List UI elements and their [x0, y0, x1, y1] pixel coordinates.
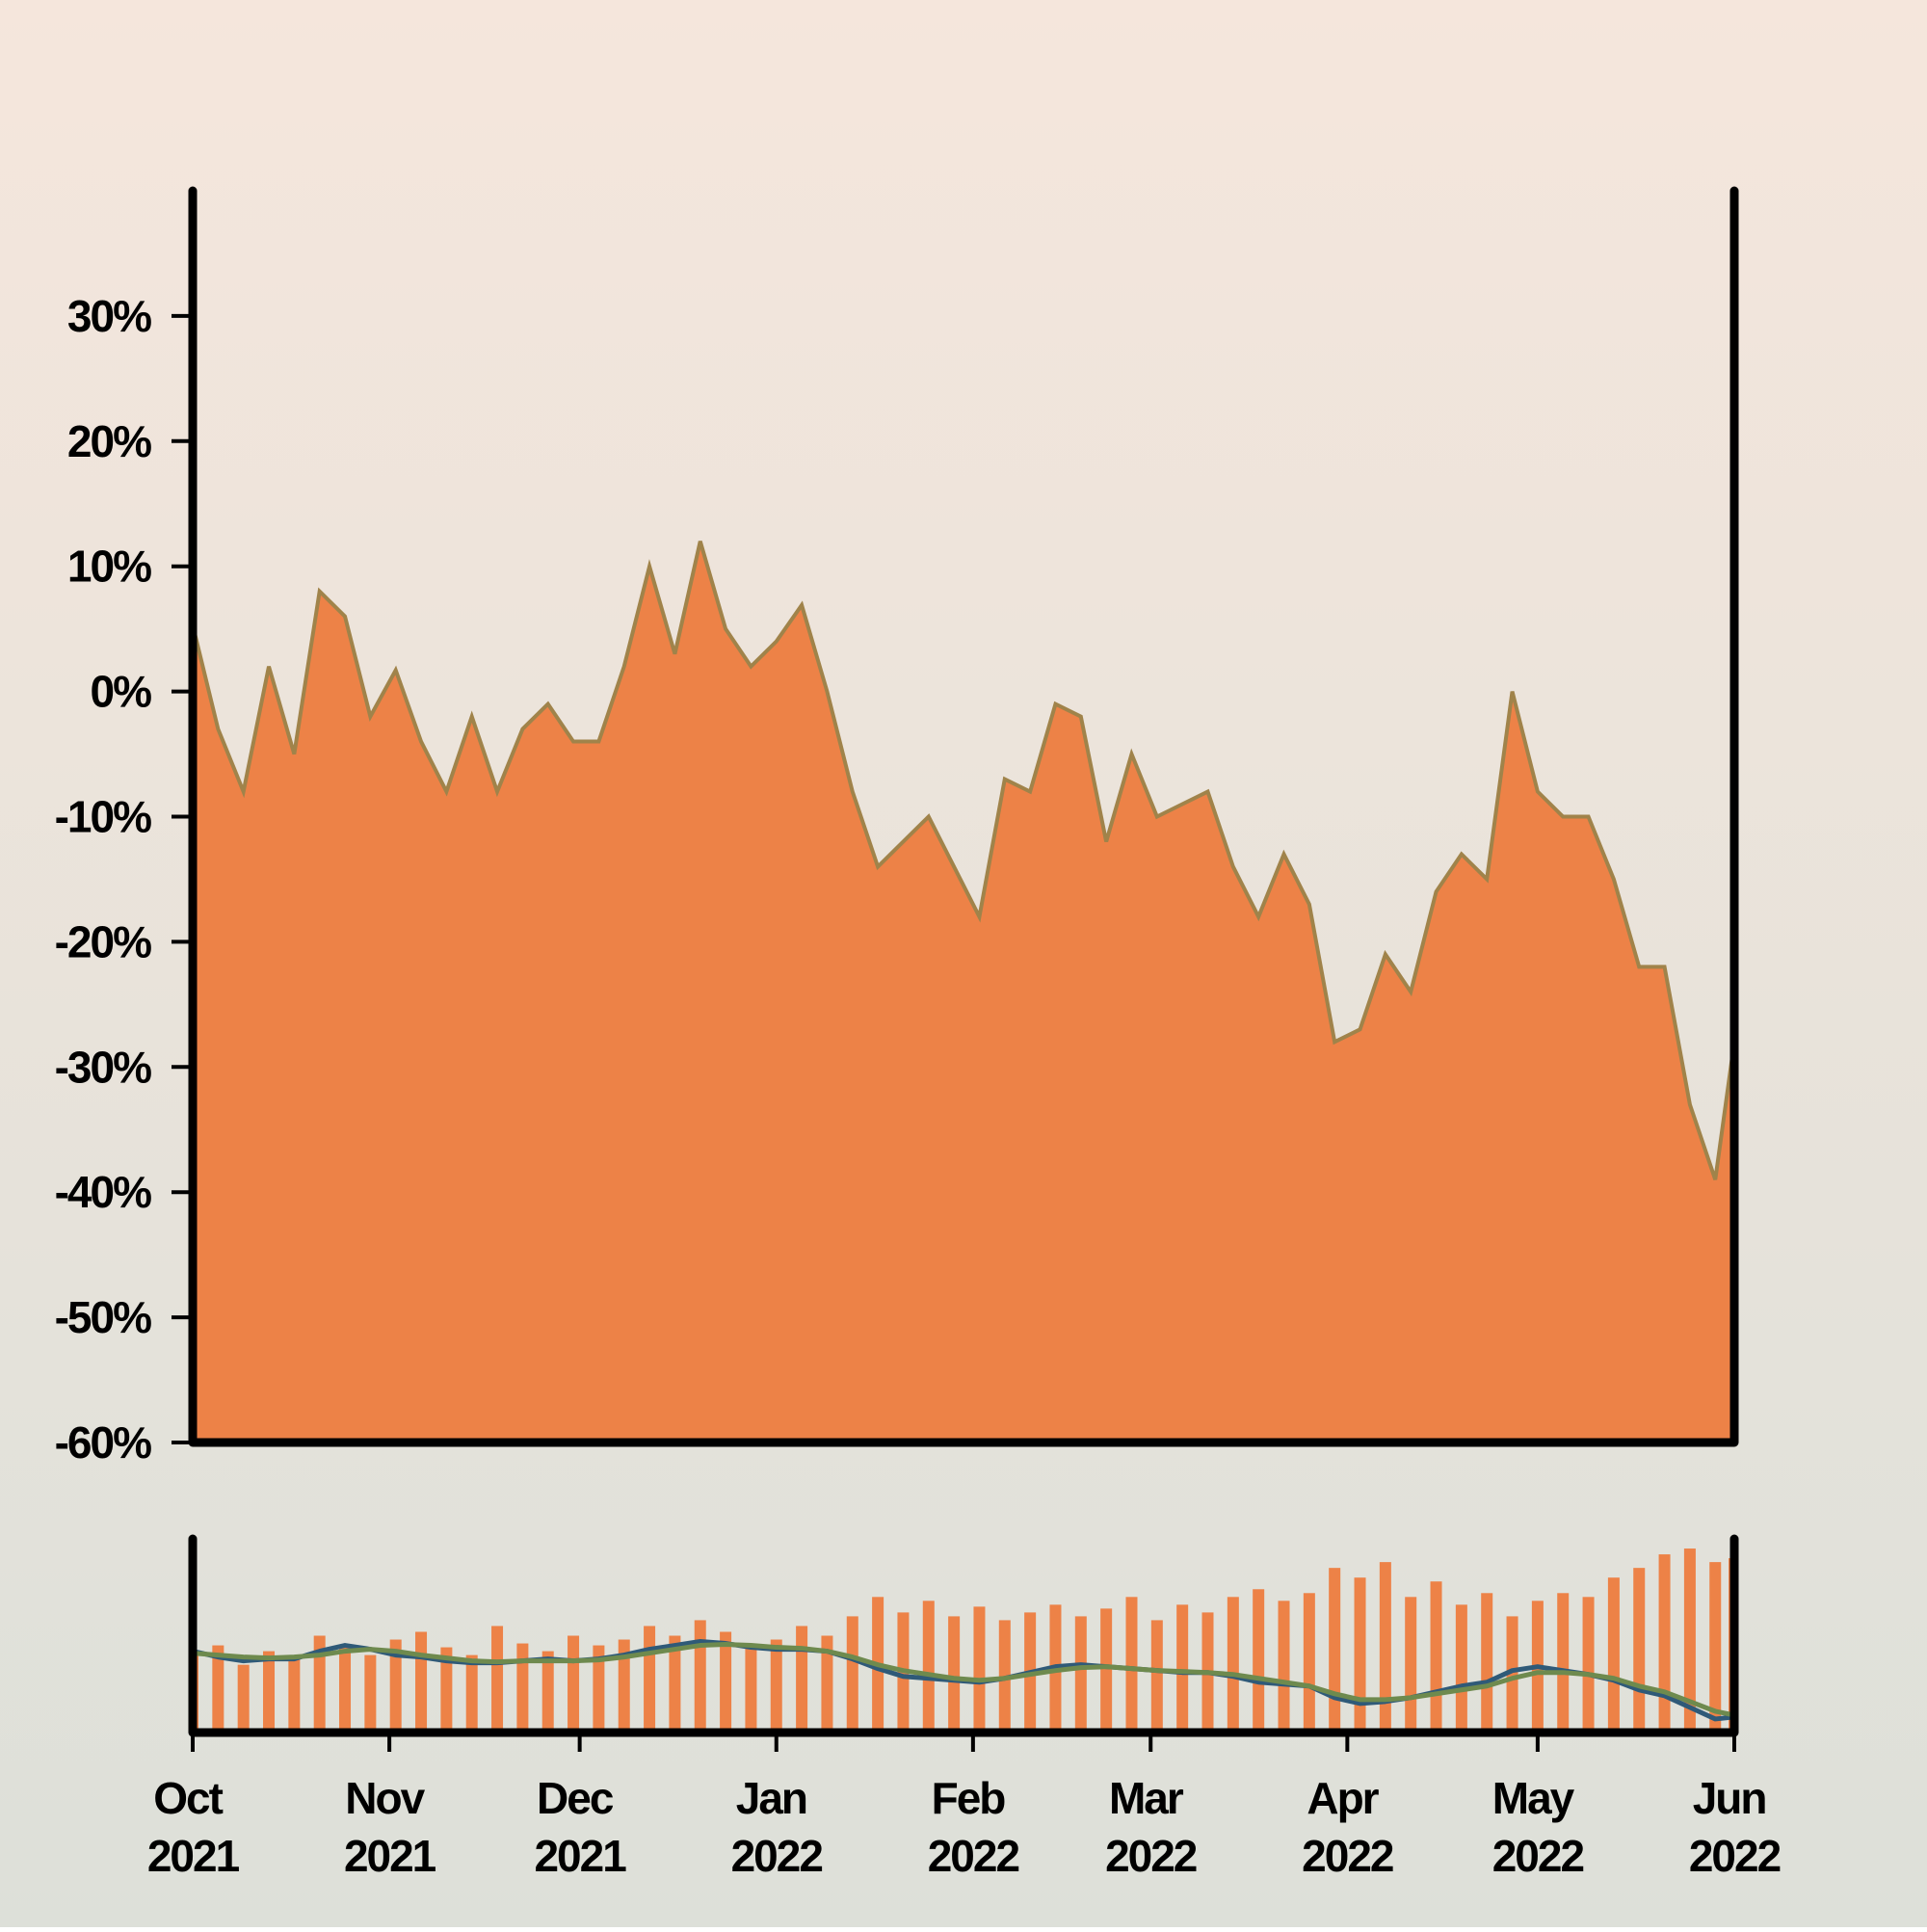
y-tick-label: -20% — [55, 916, 151, 966]
volume-bar — [1379, 1562, 1391, 1733]
volume-bar — [1150, 1620, 1163, 1733]
volume-bar — [1074, 1616, 1087, 1733]
volume-bar — [1607, 1577, 1620, 1733]
volume-bar — [516, 1643, 529, 1733]
volume-bar — [1354, 1577, 1366, 1733]
volume-bar — [973, 1606, 986, 1733]
volume-bar — [1582, 1597, 1595, 1733]
volume-bar — [415, 1631, 428, 1733]
x-tick-label: Oct 2021 — [147, 1773, 240, 1881]
axis-frame — [188, 186, 1739, 1447]
volume-bar — [1481, 1593, 1493, 1733]
y-tick-label: 30% — [67, 291, 151, 341]
x-tick-label: Jan 2022 — [731, 1773, 823, 1881]
volume-bar — [593, 1645, 605, 1733]
volume-bar — [237, 1664, 250, 1733]
volume-bar — [364, 1654, 377, 1733]
y-tick-label: 10% — [67, 542, 151, 592]
volume-bar — [288, 1658, 301, 1733]
lower-plot — [193, 1548, 1734, 1733]
x-tick-label: Feb 2022 — [928, 1773, 1019, 1881]
volume-bar — [568, 1635, 580, 1733]
volume-bar — [1303, 1593, 1315, 1733]
volume-bar — [1253, 1589, 1265, 1733]
volume-bar — [1658, 1554, 1671, 1733]
volume-bar — [339, 1645, 352, 1733]
y-tick-label: 20% — [67, 416, 151, 466]
volume-bar — [669, 1635, 681, 1733]
volume-bar — [694, 1620, 706, 1733]
axis-frame — [188, 1534, 1739, 1737]
volume-bar — [1227, 1597, 1239, 1733]
volume-bar — [1100, 1608, 1113, 1733]
volume-bar — [720, 1631, 732, 1733]
volume-bar — [1455, 1604, 1467, 1733]
volume-bar — [1557, 1593, 1570, 1733]
volume-bar — [846, 1616, 858, 1733]
x-tick-label: Dec 2021 — [534, 1773, 626, 1881]
volume-bar — [491, 1626, 504, 1733]
y-tick-label: -30% — [55, 1042, 151, 1092]
volume-bar — [440, 1647, 453, 1733]
volume-bar — [821, 1635, 833, 1733]
volume-bar — [313, 1635, 326, 1733]
y-tick-label: -40% — [55, 1167, 151, 1217]
x-tick-label: Jun 2022 — [1689, 1773, 1781, 1881]
volume-bar — [1683, 1548, 1696, 1733]
volume-bar — [1125, 1597, 1138, 1733]
moving-average-line — [193, 1642, 1734, 1718]
volume-bar — [263, 1651, 276, 1733]
volume-bar — [389, 1639, 402, 1733]
volume-bar — [1709, 1562, 1722, 1733]
y-tick-label: -10% — [55, 792, 151, 842]
volume-bar — [1506, 1616, 1518, 1733]
volume-bar — [1633, 1568, 1646, 1733]
volume-bar — [465, 1654, 478, 1733]
volume-bar — [1405, 1597, 1417, 1733]
volume-bar — [541, 1651, 554, 1733]
volume-bar — [618, 1639, 630, 1733]
x-tick-label: Nov 2021 — [344, 1773, 436, 1881]
volume-bar — [770, 1639, 782, 1733]
volume-bar — [1278, 1601, 1290, 1733]
volume-bar — [644, 1626, 656, 1733]
x-tick-label: May 2022 — [1492, 1773, 1584, 1881]
x-tick-label: Apr 2022 — [1302, 1773, 1393, 1881]
y-tick-label: 0% — [91, 667, 152, 717]
volume-bar — [796, 1626, 808, 1733]
area-line — [191, 541, 1736, 1180]
volume-bar — [922, 1601, 935, 1733]
y-tick-label: -50% — [55, 1292, 151, 1342]
volume-bar — [1430, 1581, 1442, 1733]
area — [193, 541, 1734, 1442]
volume-bar — [1176, 1604, 1189, 1733]
volume-bar — [1329, 1568, 1341, 1733]
x-tick-label: Mar 2022 — [1105, 1773, 1197, 1881]
y-tick-label: -60% — [55, 1417, 151, 1468]
volume-bar — [212, 1645, 224, 1733]
volume-bar — [948, 1616, 961, 1733]
volume-bar — [745, 1645, 757, 1733]
